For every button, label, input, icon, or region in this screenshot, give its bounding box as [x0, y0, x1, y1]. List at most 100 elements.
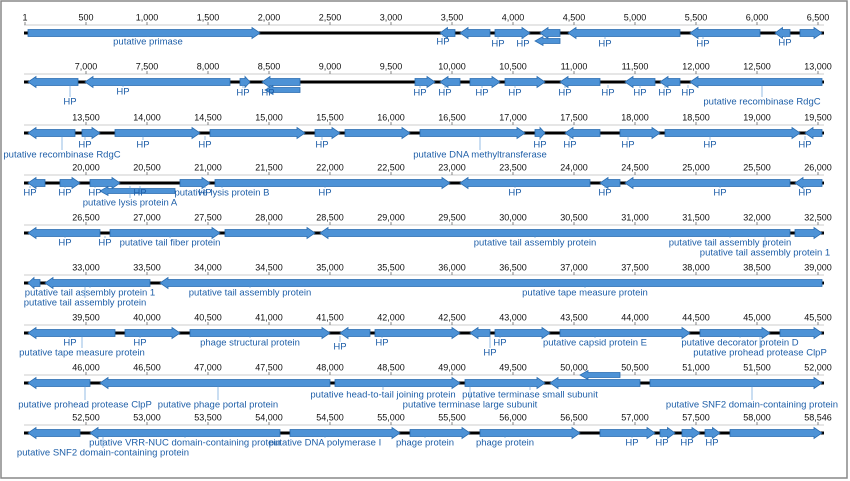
- gene-arrow: [774, 26, 791, 40]
- tick-label: 35,000: [316, 262, 344, 272]
- gene-label: HP: [516, 39, 529, 50]
- tick-label: 8,500: [258, 61, 281, 71]
- gene-arrow: [504, 75, 546, 89]
- gene-arrow: [704, 426, 721, 440]
- gene-label: HP: [136, 140, 149, 151]
- gene-label: putative tail assembly protein: [474, 238, 597, 249]
- tick-label: 12,500: [743, 61, 771, 71]
- gene-label: phage protein: [476, 438, 534, 449]
- gene-arrow: [664, 126, 801, 140]
- gene-arrow: [124, 326, 181, 340]
- gene-arrow: [649, 376, 823, 390]
- gene-arrow: [689, 26, 761, 40]
- gene-arrow: [779, 326, 823, 340]
- gene-arrow: [99, 185, 176, 197]
- gene-arrow: [261, 75, 301, 89]
- gene-arrow: [319, 226, 791, 240]
- tick-label: 55,000: [377, 412, 405, 422]
- gene-arrow: [559, 326, 691, 340]
- tick-label: 20,500: [133, 162, 161, 172]
- gene-label: HP: [558, 88, 571, 99]
- tick-label: 14,500: [194, 112, 222, 122]
- tick-label: 33,500: [133, 262, 161, 272]
- gene-arrow: [339, 326, 371, 340]
- gene-label: putative lysis protein B: [174, 188, 269, 199]
- gene-label: HP: [236, 88, 249, 99]
- gene-label: putative VRR-NUC domain-containing prote…: [89, 438, 281, 449]
- tick-label: 39,500: [72, 312, 100, 322]
- tick-label: 1,000: [136, 12, 159, 22]
- gene-label: HP: [261, 88, 274, 99]
- tick-label: 51,000: [682, 362, 710, 372]
- tick-label: 50,500: [621, 362, 649, 372]
- gene-label: HP: [315, 140, 328, 151]
- gene-arrow: [459, 26, 491, 40]
- gene-arrow: [27, 176, 46, 190]
- tick-label: 47,500: [255, 362, 283, 372]
- tick-label: 42,000: [377, 312, 405, 322]
- tick-label: 56,500: [560, 412, 588, 422]
- tick-label: 27,000: [133, 212, 161, 222]
- gene-label: HP: [475, 88, 488, 99]
- gene-label: HP: [658, 88, 671, 99]
- tick-label: 22,000: [316, 162, 344, 172]
- gene-arrow: [27, 226, 101, 240]
- tick-label: 32,500: [804, 212, 832, 222]
- gene-label: HP: [198, 188, 211, 199]
- tick-label: 5,500: [685, 12, 708, 22]
- gene-label: putative terminase small subunit: [462, 390, 598, 401]
- gene-arrow: [59, 176, 81, 190]
- gene-arrow: [344, 126, 411, 140]
- tick-label: 48,500: [377, 362, 405, 372]
- gene-label: HP: [681, 88, 694, 99]
- tick-label: 21,500: [255, 162, 283, 172]
- tick-label: 58,546: [804, 412, 832, 422]
- gene-label: HP: [333, 342, 346, 353]
- tick-label: 43,000: [499, 312, 527, 322]
- gene-label: putative decorator protein D: [681, 338, 798, 349]
- gene-label: phage structural protein: [200, 338, 300, 349]
- gene-label: HP: [88, 188, 101, 199]
- gene-arrow: [494, 26, 531, 40]
- gene-arrow: [189, 326, 331, 340]
- tick-label: 23,000: [438, 162, 466, 172]
- gene-arrow: [494, 326, 551, 340]
- gene-label: HP: [133, 338, 146, 349]
- tick-label: 16,000: [377, 112, 405, 122]
- gene-arrow: [27, 326, 116, 340]
- gene-label: HP: [601, 88, 614, 99]
- gene-label: HP: [508, 88, 521, 99]
- tick-label: 20,000: [72, 162, 100, 172]
- gene-arrow: [27, 276, 41, 290]
- gene-arrow: [479, 426, 581, 440]
- gene-arrow: [114, 126, 201, 140]
- gene-arrow: [27, 126, 76, 140]
- gene-arrow: [564, 126, 601, 140]
- gene-label: HP: [798, 140, 811, 151]
- tick-label: 36,500: [499, 262, 527, 272]
- gene-arrow: [109, 226, 221, 240]
- gene-label: HP: [533, 140, 546, 151]
- gene-arrow: [599, 176, 621, 190]
- gene-label: putative tape measure protein: [19, 348, 145, 359]
- gene-arrow: [27, 376, 91, 390]
- gene-arrow: [619, 126, 661, 140]
- tick-label: 37,500: [621, 262, 649, 272]
- gene-arrow: [314, 126, 341, 140]
- gene-arrow: [179, 176, 211, 190]
- gene-label: HP: [413, 88, 426, 99]
- gene-label: putative phage portal protein: [158, 400, 278, 411]
- gene-arrow: [414, 75, 436, 89]
- gene-label: putative tail assembly protein: [189, 288, 312, 299]
- gene-label: putative SNF2 domain-containing protein: [666, 400, 838, 411]
- gene-label: HP: [696, 39, 709, 50]
- gene-arrow: [27, 26, 261, 40]
- tick-label: 45,000: [743, 312, 771, 322]
- gene-arrow: [804, 126, 823, 140]
- gene-arrow: [624, 75, 656, 89]
- tick-label: 15,500: [316, 112, 344, 122]
- tick-label: 15,000: [255, 112, 283, 122]
- tick-label: 8,000: [197, 61, 220, 71]
- gene-arrow: [27, 75, 79, 89]
- gene-arrow: [209, 126, 306, 140]
